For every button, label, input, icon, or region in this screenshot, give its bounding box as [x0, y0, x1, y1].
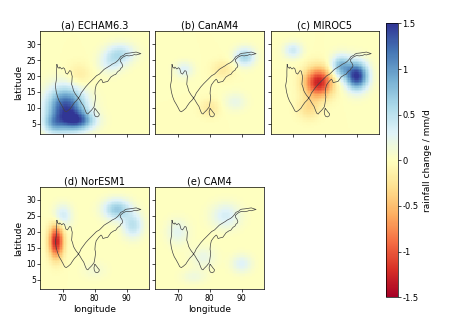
X-axis label: longitude: longitude — [188, 305, 231, 314]
Title: (e) CAM4: (e) CAM4 — [187, 176, 232, 186]
Title: (d) NorESM1: (d) NorESM1 — [64, 176, 125, 186]
Title: (a) ECHAM6.3: (a) ECHAM6.3 — [61, 20, 128, 30]
Y-axis label: latitude: latitude — [15, 65, 24, 100]
Y-axis label: latitude: latitude — [15, 221, 24, 256]
Title: (c) MIROC5: (c) MIROC5 — [297, 20, 352, 30]
X-axis label: longitude: longitude — [73, 305, 116, 314]
Title: (b) CanAM4: (b) CanAM4 — [181, 20, 238, 30]
Y-axis label: rainfall change / mm/d: rainfall change / mm/d — [423, 109, 432, 212]
